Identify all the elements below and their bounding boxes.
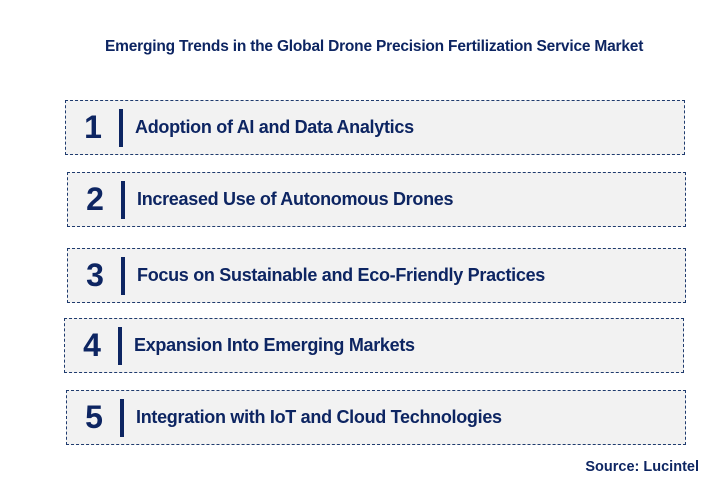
trend-number: 1 [84, 109, 102, 145]
trend-label: Focus on Sustainable and Eco-Friendly Pr… [137, 265, 546, 285]
trend-label: Expansion Into Emerging Markets [134, 335, 415, 355]
divider-bar [120, 399, 124, 437]
diagram-title: Emerging Trends in the Global Drone Prec… [105, 38, 644, 55]
trend-item-5: 5 Integration with IoT and Cloud Technol… [66, 390, 686, 445]
trend-number: 4 [83, 327, 101, 363]
divider-bar [121, 181, 125, 219]
trend-label: Adoption of AI and Data Analytics [135, 117, 414, 137]
trend-label: Integration with IoT and Cloud Technolog… [136, 407, 502, 427]
trend-item-4: 4 Expansion Into Emerging Markets [64, 318, 684, 373]
trend-item-3: 3 Focus on Sustainable and Eco-Friendly … [67, 248, 686, 303]
source-label: Source: Lucintel [585, 459, 699, 475]
trend-number: 5 [85, 399, 103, 435]
trend-number: 3 [86, 257, 104, 293]
trend-label: Increased Use of Autonomous Drones [137, 189, 454, 209]
trend-number: 2 [86, 181, 104, 217]
trend-item-1: 1 Adoption of AI and Data Analytics [65, 100, 685, 155]
divider-bar [118, 327, 122, 365]
trend-item-2: 2 Increased Use of Autonomous Drones [67, 172, 686, 227]
divider-bar [119, 109, 123, 147]
divider-bar [121, 257, 125, 295]
